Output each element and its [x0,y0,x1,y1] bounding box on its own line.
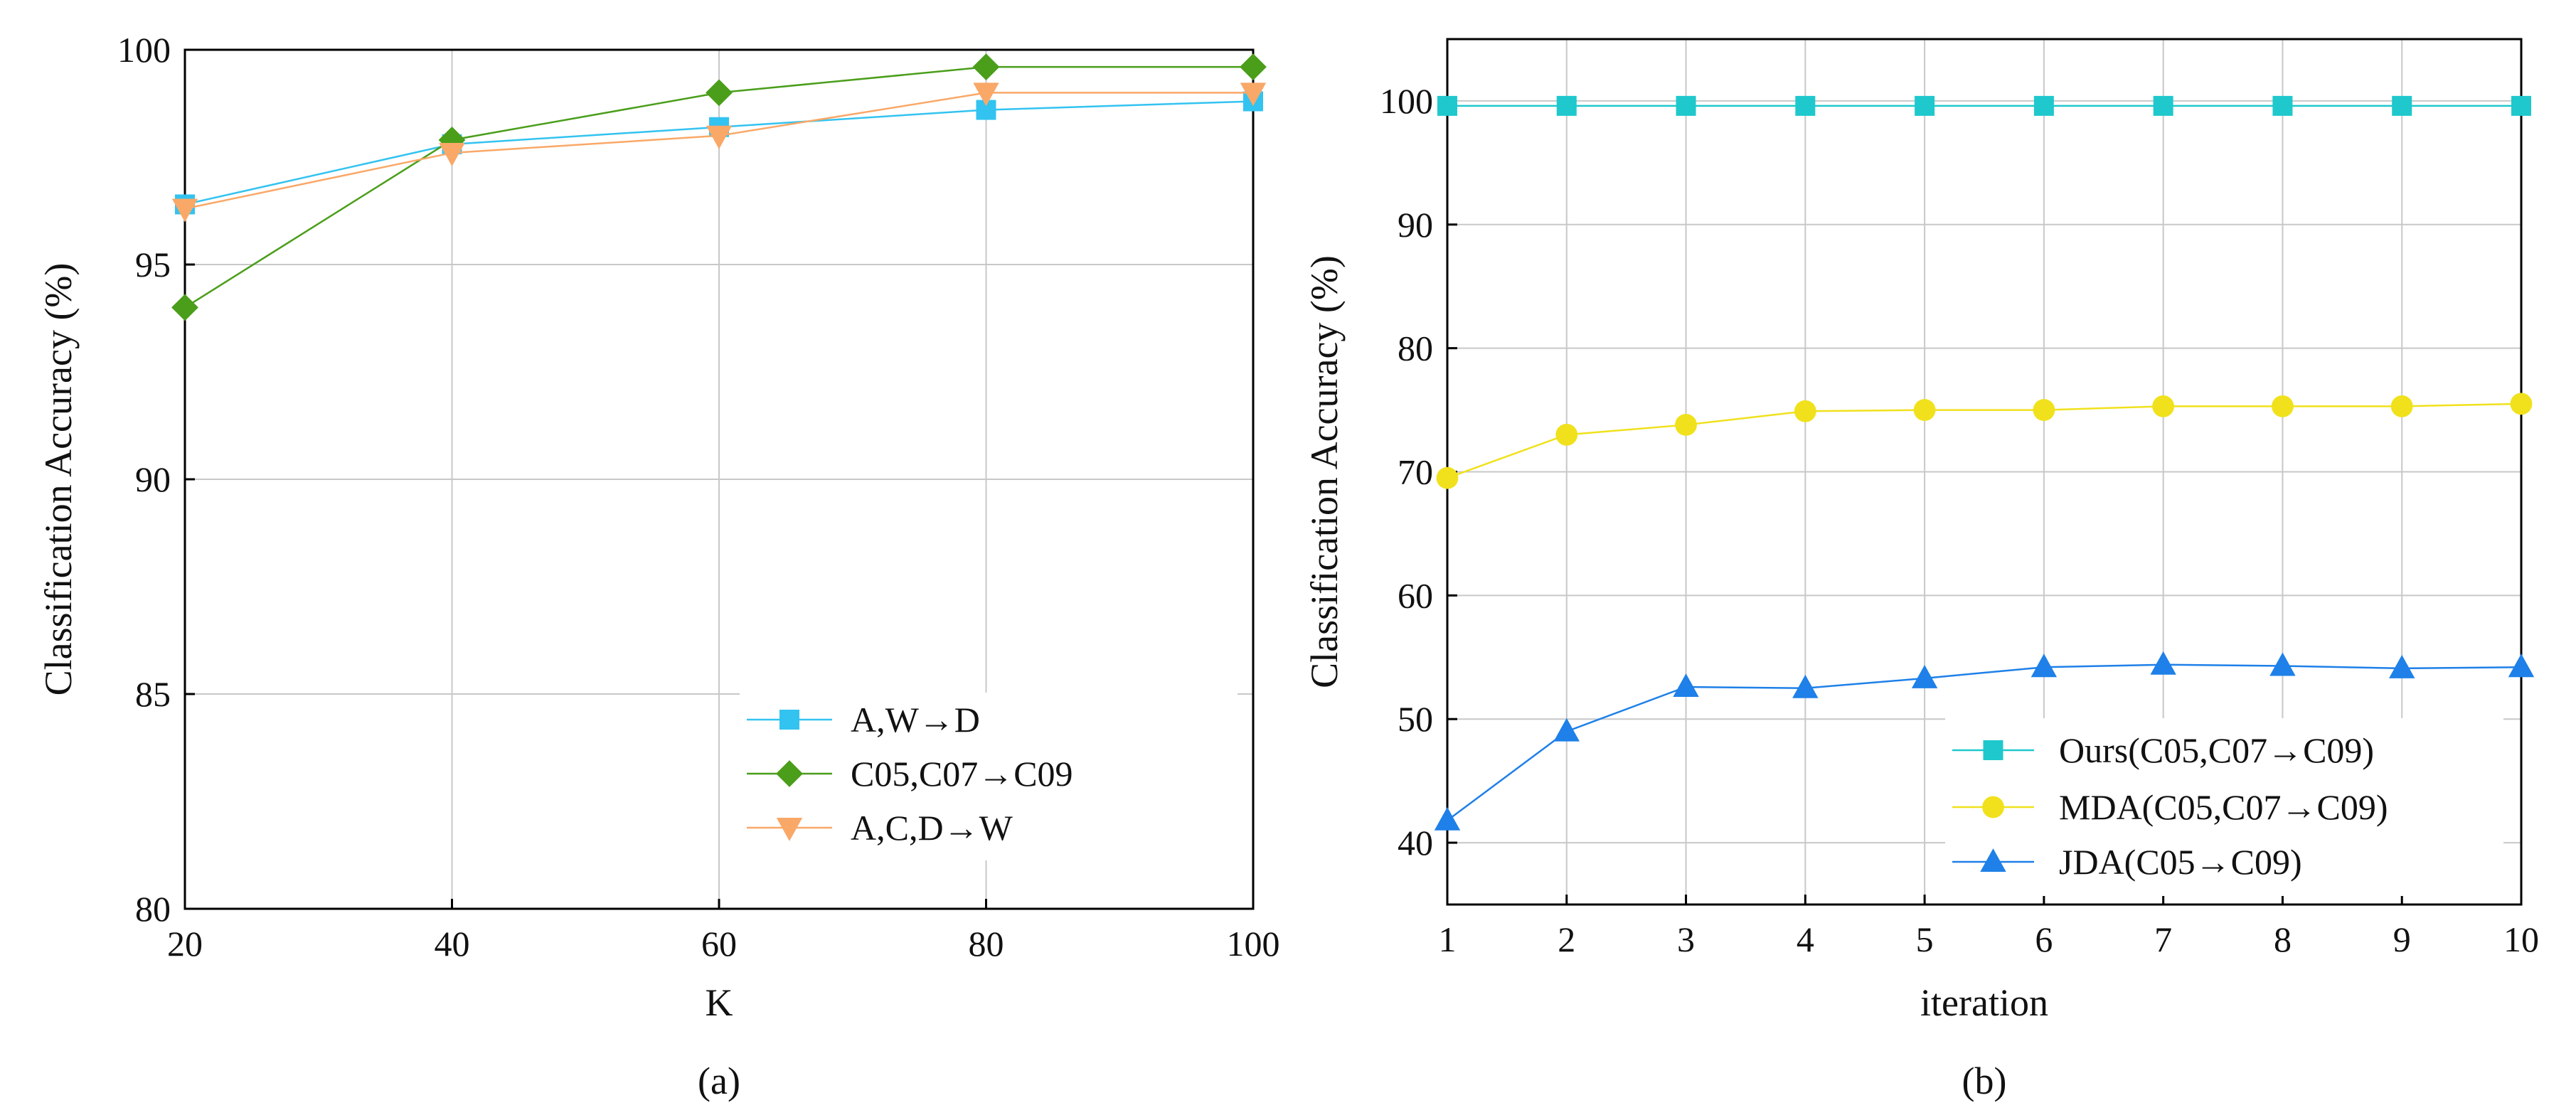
y-tick-label: 60 [1398,575,1433,615]
series-line [1447,663,2522,821]
data-point [1436,466,1459,489]
x-tick-label: 6 [2035,919,2053,959]
x-axis-title: K [706,981,733,1024]
legend-marker [1980,848,2006,872]
data-point [171,198,198,223]
data-point [1675,414,1697,436]
legend-label: C05,C07→C09 [851,754,1073,794]
data-point [2152,395,2175,417]
x-tick-label: 5 [1916,919,1934,959]
y-tick-label: 50 [1398,699,1433,739]
data-point [1240,82,1267,107]
x-tick-label: 1 [1439,919,1457,959]
data-point [2272,95,2293,116]
x-tick-label: 8 [2274,919,2292,959]
data-point [2153,95,2173,116]
series-0 [1437,95,2531,116]
x-tick-label: 2 [1558,919,1575,959]
data-point [1794,400,1816,422]
series-1 [1436,393,2533,489]
chart-b: 1 2 3 4 5 6 7 8 9 10 40 50 60 70 80 90 100 iteration Class… [1303,38,2539,1102]
data-point [1676,95,1696,116]
data-point [1795,95,1816,116]
data-point [1555,423,1578,446]
series-1 [171,53,1267,321]
data-point [2511,95,2531,116]
data-point [1553,717,1580,742]
legend-label: A,C,D→W [851,808,1013,848]
y-tick-label: 70 [1398,452,1433,492]
x-tick-label: 40 [435,924,470,964]
x-tick-label: 60 [701,924,737,964]
data-point [1240,53,1267,81]
chart-a: 20 40 60 80 100 80 85 90 95 100 K Classification Ac… [37,30,1280,1102]
y-tick-label: 80 [135,889,171,929]
data-point [2269,652,2296,676]
legend-box [1945,718,2503,896]
data-point [2031,653,2058,678]
y-tick-label: 80 [1398,329,1433,368]
panel-caption: (a) [698,1060,740,1102]
legend-label: Ours(C05,C07→C09) [2059,730,2374,770]
legend-marker [776,760,803,787]
data-point [1913,399,1936,421]
legend-label: MDA(C05,C07→C09) [2059,787,2388,827]
data-point [2389,655,2415,678]
legend-label: JDA(C05→C09) [2059,842,2302,882]
y-tick-label: 95 [135,245,171,284]
x-tick-label: 3 [1677,919,1695,959]
y-tick-label: 100 [1380,81,1433,121]
legend-marker [776,818,803,841]
data-point [1556,95,1577,116]
data-point [706,79,733,107]
legend-marker [779,710,799,730]
x-tick-label: 10 [2503,919,2539,959]
x-tick-label: 20 [167,924,203,964]
y-axis-title: Classification Accuracy (%) [37,263,80,696]
data-point [706,125,733,149]
legend-marker [1982,796,2004,818]
data-point [171,294,198,321]
x-tick-label: 80 [969,924,1004,964]
legend-box [740,693,1238,860]
data-point [439,142,465,166]
data-point [1911,664,1938,688]
data-point [438,126,466,154]
data-point [2272,395,2294,417]
data-point [1434,806,1461,831]
data-point [972,53,1000,81]
y-tick-label: 90 [1398,205,1433,245]
data-point [2510,393,2533,415]
data-point [2508,653,2535,678]
y-tick-label: 90 [135,459,171,499]
y-tick-label: 85 [135,674,171,714]
x-tick-label: 9 [2393,919,2411,959]
x-tick-label: 100 [1227,924,1280,964]
series-line [1447,402,2522,479]
legend-label: A,W→D [851,700,980,740]
panel-caption: (b) [1962,1060,2007,1102]
x-axis-title: iteration [1920,981,2048,1024]
y-tick-label: 40 [1398,823,1433,863]
data-point [1915,95,1935,116]
series-2 [171,82,1267,223]
legend: Ours(C05,C07→C09) MDA(C05,C07→C09) JDA(C05… [1945,718,2503,896]
data-point [2392,95,2412,116]
data-point [1437,95,1457,116]
data-point [1673,673,1699,698]
data-point [2150,651,2176,675]
legend-marker [1983,740,2003,760]
series-2 [1434,651,2535,831]
y-axis-title: Classification Accuracy (%) [1303,255,1346,688]
data-point [2033,95,2054,116]
data-point [2390,395,2413,417]
x-tick-label: 7 [2154,919,2172,959]
data-point [1792,674,1819,698]
y-tick-label: 100 [117,30,171,70]
data-point [973,82,999,107]
legend: A,W→D C05,C07→C09 A,C,D→W [740,693,1238,860]
data-point [2033,399,2055,421]
x-tick-label: 4 [1797,919,1814,959]
